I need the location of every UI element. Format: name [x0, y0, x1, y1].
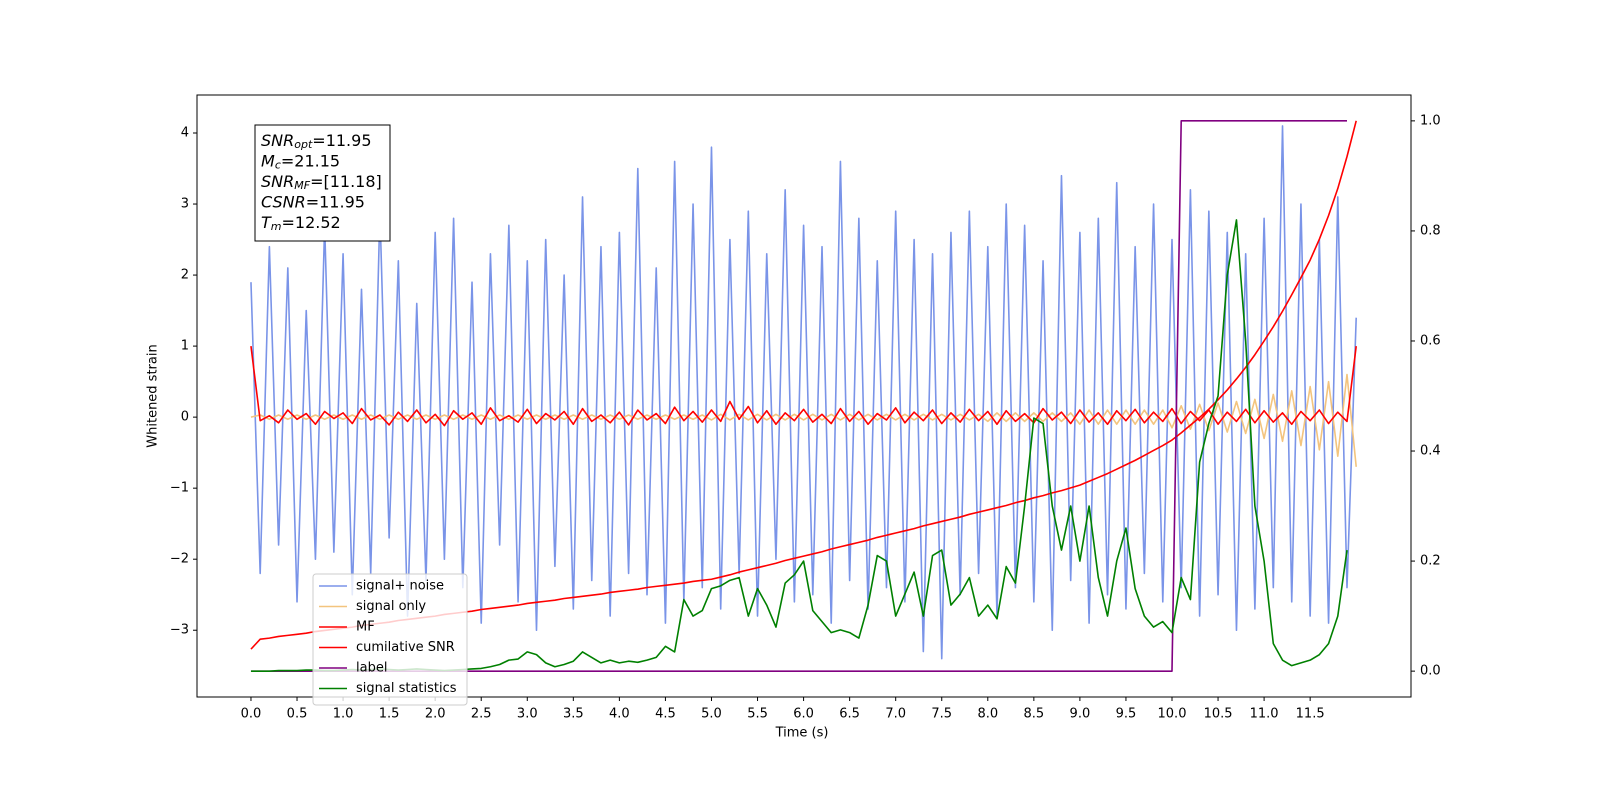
y-tick-label: −2	[170, 552, 189, 567]
x-tick-label: 2.0	[425, 707, 446, 722]
annotation-sub: m	[271, 220, 282, 233]
x-tick-label: 7.0	[885, 707, 906, 722]
series-line	[250, 125, 1357, 660]
legend: signal+ noise signal only MF cumilative SNR…	[312, 573, 468, 706]
legend-label: signal statistics	[356, 681, 457, 696]
y-tick-label: 2	[181, 268, 189, 283]
y-tick-label: 1	[181, 339, 189, 354]
legend-label: MF	[356, 620, 375, 635]
annotation-value: =21.15	[281, 151, 340, 170]
series-line	[250, 346, 1357, 427]
x-tick-label: 1.0	[333, 707, 354, 722]
y2-tick-label: 0.8	[1420, 223, 1441, 238]
x-tick-label: 3.5	[563, 707, 584, 722]
x-tick-label: 10.0	[1158, 707, 1187, 722]
annotation: SNRopt=11.95Mc=21.15SNRMF=[11.18]CSNR=11…	[254, 124, 391, 242]
x-tick-label: 4.5	[655, 707, 676, 722]
x-tick-label: 1.5	[379, 707, 400, 722]
annotation-value: =[11.18]	[310, 172, 382, 191]
y2-tick-label: 0.6	[1420, 333, 1441, 348]
annotation-line: Tm=12.52	[261, 213, 341, 234]
x-tick-label: 6.5	[839, 707, 860, 722]
x-tick-label: 4.0	[609, 707, 630, 722]
y-tick-label: 4	[181, 126, 189, 141]
annotation-value: =11.95	[306, 192, 365, 211]
x-tick-label: 9.5	[1116, 707, 1137, 722]
annotation-box	[254, 124, 391, 242]
x-tick-label: 9.0	[1070, 707, 1091, 722]
x-tick-label: 8.0	[977, 707, 998, 722]
legend-label: cumilative SNR	[356, 640, 455, 655]
annotation-name: M	[261, 151, 275, 170]
annotation-line: SNRMF=[11.18]	[261, 172, 382, 193]
y-tick-label: −3	[170, 623, 189, 638]
annotation-name: SNR	[261, 172, 294, 191]
annotation-line: Mc=21.15	[261, 151, 340, 172]
y-tick-label: 3	[181, 197, 189, 212]
y-tick-label: −1	[170, 481, 189, 496]
annotation-line: SNRopt=11.95	[261, 131, 372, 152]
x-tick-label: 11.5	[1296, 707, 1325, 722]
annotation-sub: c	[275, 159, 281, 172]
y-axis-label: Whitened strain	[146, 344, 161, 447]
annotation-line: CSNR=11.95	[261, 192, 365, 211]
x-tick-label: 8.5	[1023, 707, 1044, 722]
x-tick-label: 10.5	[1204, 707, 1233, 722]
y2-tick-label: 0.2	[1420, 554, 1441, 569]
legend-label: signal+ noise	[356, 579, 444, 594]
x-axis-label: Time (s)	[775, 726, 829, 741]
x-tick-label: 2.5	[471, 707, 492, 722]
legend-label: label	[356, 661, 387, 676]
y-tick-label: 0	[181, 410, 189, 425]
annotation-name: SNR	[261, 131, 294, 150]
x-tick-label: 5.0	[701, 707, 722, 722]
annotation-name: T	[261, 213, 272, 232]
annotation-sub: MF	[294, 179, 310, 192]
series-line	[250, 373, 1357, 467]
legend-box	[312, 573, 468, 706]
annotation-sub: opt	[294, 138, 313, 151]
y2-tick-label: 0.0	[1420, 664, 1441, 679]
x-tick-label: 5.5	[747, 707, 768, 722]
legend-label: signal only	[356, 599, 426, 614]
y2-tick-label: 1.0	[1420, 113, 1441, 128]
y2-tick-label: 0.4	[1420, 444, 1441, 459]
x-tick-label: 0.0	[241, 707, 262, 722]
x-tick-label: 3.0	[517, 707, 538, 722]
annotation-value: =12.52	[282, 213, 341, 232]
x-tick-label: 6.0	[793, 707, 814, 722]
annotation-value: =11.95	[312, 131, 371, 150]
annotation-name: CSNR	[261, 192, 306, 211]
x-tick-label: 11.0	[1250, 707, 1279, 722]
x-tick-label: 7.5	[931, 707, 952, 722]
x-tick-label: 0.5	[287, 707, 308, 722]
